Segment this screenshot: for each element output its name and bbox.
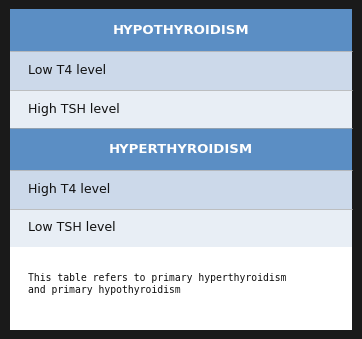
- FancyBboxPatch shape: [10, 9, 352, 52]
- FancyBboxPatch shape: [10, 128, 352, 170]
- FancyBboxPatch shape: [10, 9, 352, 330]
- FancyBboxPatch shape: [10, 90, 352, 128]
- Text: High T4 level: High T4 level: [28, 183, 110, 196]
- FancyBboxPatch shape: [10, 247, 352, 330]
- Text: High TSH level: High TSH level: [28, 103, 120, 116]
- FancyBboxPatch shape: [10, 208, 352, 247]
- Text: Low T4 level: Low T4 level: [28, 64, 106, 77]
- Text: HYPOTHYROIDISM: HYPOTHYROIDISM: [113, 24, 249, 37]
- Text: HYPERTHYROIDISM: HYPERTHYROIDISM: [109, 143, 253, 156]
- FancyBboxPatch shape: [10, 170, 352, 208]
- Text: Low TSH level: Low TSH level: [28, 221, 116, 234]
- FancyBboxPatch shape: [10, 52, 352, 90]
- Text: This table refers to primary hyperthyroidism
and primary hypothyroidism: This table refers to primary hyperthyroi…: [28, 274, 287, 295]
